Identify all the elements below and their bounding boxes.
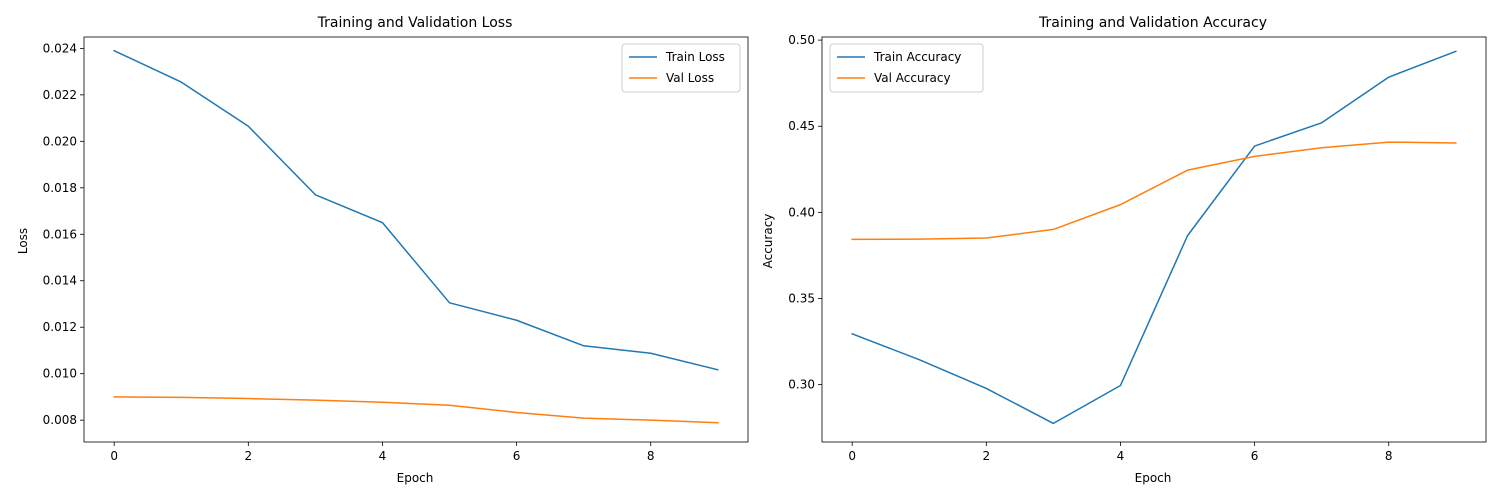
loss-chart-ylabel: Loss <box>16 228 30 254</box>
loss-chart-ytick-label: 0.024 <box>43 41 77 55</box>
loss-chart-xtick-label: 6 <box>513 449 521 463</box>
accuracy-chart-ytick-label: 0.35 <box>788 292 815 306</box>
loss-chart-series-train-loss <box>113 49 719 371</box>
loss-chart-legend-label: Val Loss <box>666 71 714 85</box>
accuracy-chart-ytick-label: 0.40 <box>788 205 815 219</box>
accuracy-chart-xtick-label: 2 <box>983 449 991 463</box>
loss-chart-ytick-label: 0.010 <box>43 367 77 381</box>
accuracy-chart-xtick-label: 8 <box>1385 449 1393 463</box>
loss-chart-ytick-label: 0.020 <box>43 134 77 148</box>
accuracy-chart-xlabel: Epoch <box>1135 471 1172 485</box>
accuracy-chart-legend-box <box>829 43 984 93</box>
accuracy-chart-xtick-label: 0 <box>848 449 856 463</box>
loss-chart-plot-area: 0 2 4 6 8 0.008 0.010 0.012 0.014 0.016 0.018 0.020… <box>43 36 749 463</box>
accuracy-chart-frame <box>821 36 1487 443</box>
loss-chart-xtick-label: 0 <box>110 449 118 463</box>
accuracy-chart-ylabel: Accuracy <box>761 214 775 269</box>
accuracy-chart: Training and Validation Accuracy 0 2 4 6 8 0.… <box>761 15 1487 485</box>
loss-chart: Training and Validation Loss 0 2 4 6 80.0080… <box>16 15 749 485</box>
loss-chart-ytick-label: 0.022 <box>43 88 77 102</box>
accuracy-chart-series-train-accuracy <box>851 50 1457 425</box>
accuracy-chart-legend-label: Val Accuracy <box>874 71 951 85</box>
loss-chart-xtick-label: 4 <box>379 449 387 463</box>
accuracy-chart-legend-label: Train Accuracy <box>873 50 961 64</box>
loss-chart-legend-label: Train Loss <box>665 50 725 64</box>
accuracy-chart-series-val-accuracy <box>851 141 1457 241</box>
loss-chart-xlabel: Epoch <box>397 471 434 485</box>
loss-chart-xtick-label: 2 <box>245 449 253 463</box>
accuracy-chart-xtick-label: 6 <box>1251 449 1259 463</box>
accuracy-chart-plot-area: 0 2 4 6 8 0.30 0.35 0.40 0.45 0.50 <box>788 33 1487 463</box>
accuracy-chart-title: Training and Validation Accuracy <box>1038 15 1267 31</box>
loss-chart-frame <box>83 36 749 443</box>
accuracy-chart-ytick-label: 0.45 <box>788 119 815 133</box>
loss-chart-ytick-label: 0.016 <box>43 227 77 241</box>
loss-chart-title: Training and Validation Loss <box>317 15 513 31</box>
loss-chart-ytick-label: 0.012 <box>43 320 77 334</box>
accuracy-chart-legend: Train Accuracy Val Accuracy <box>829 43 984 93</box>
loss-chart-ytick-label: 0.014 <box>43 274 77 288</box>
accuracy-chart-xtick-label: 4 <box>1117 449 1125 463</box>
loss-chart-xtick-label: 8 <box>647 449 655 463</box>
loss-chart-legend-box <box>621 43 741 93</box>
loss-chart-series-val-loss <box>113 396 719 424</box>
loss-chart-legend: Train Loss Val Loss <box>621 43 741 93</box>
loss-chart-ytick-label: 0.008 <box>43 413 77 427</box>
accuracy-chart-ytick-label: 0.30 <box>788 378 815 392</box>
loss-chart-ytick-label: 0.018 <box>43 181 77 195</box>
accuracy-chart-ytick-label: 0.50 <box>788 33 815 47</box>
